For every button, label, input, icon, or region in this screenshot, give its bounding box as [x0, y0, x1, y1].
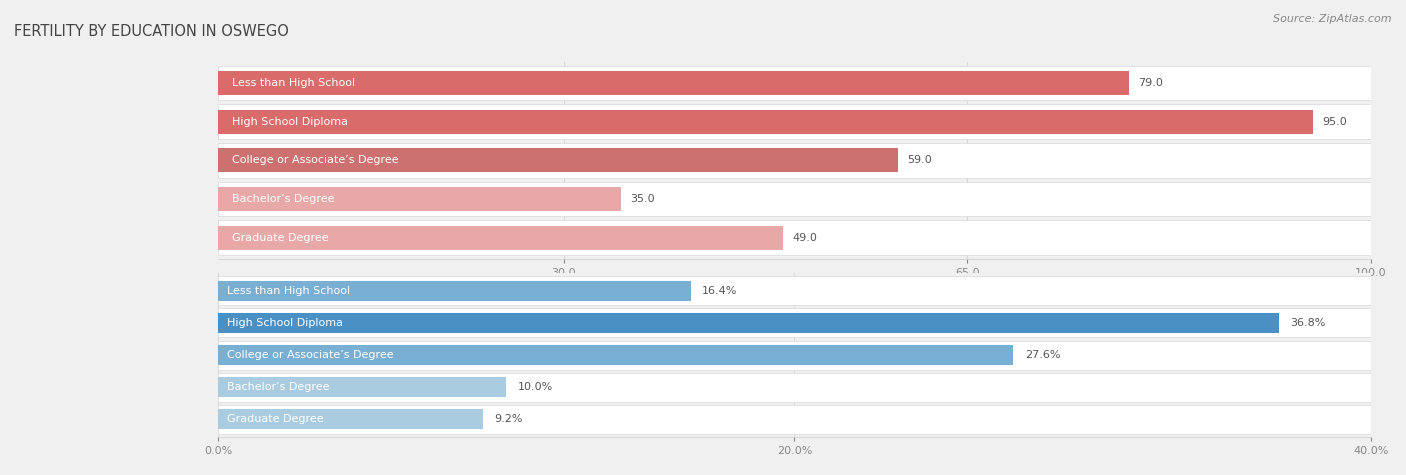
Text: 16.4%: 16.4%: [702, 286, 738, 296]
Text: 95.0: 95.0: [1323, 117, 1347, 127]
Bar: [218, 226, 783, 249]
Bar: [218, 110, 1313, 133]
Text: Less than High School: Less than High School: [232, 78, 354, 88]
Text: 27.6%: 27.6%: [1025, 350, 1060, 360]
Bar: [218, 345, 1014, 365]
Text: 10.0%: 10.0%: [517, 382, 553, 392]
Bar: [218, 181, 1371, 216]
Text: FERTILITY BY EDUCATION IN OSWEGO: FERTILITY BY EDUCATION IN OSWEGO: [14, 24, 290, 39]
Text: Graduate Degree: Graduate Degree: [232, 233, 329, 243]
Text: Less than High School: Less than High School: [226, 286, 350, 296]
Text: 79.0: 79.0: [1137, 78, 1163, 88]
Bar: [218, 281, 690, 301]
Text: 35.0: 35.0: [631, 194, 655, 204]
Bar: [218, 187, 621, 211]
Bar: [218, 373, 1371, 402]
Text: High School Diploma: High School Diploma: [226, 318, 343, 328]
Text: 59.0: 59.0: [907, 155, 932, 165]
Text: 49.0: 49.0: [792, 233, 817, 243]
Bar: [218, 71, 1129, 95]
Bar: [218, 308, 1371, 337]
Text: College or Associate’s Degree: College or Associate’s Degree: [232, 155, 398, 165]
Bar: [218, 405, 1371, 434]
Bar: [218, 66, 1371, 100]
Bar: [218, 143, 1371, 178]
Bar: [218, 276, 1371, 305]
Bar: [218, 313, 1278, 333]
Bar: [218, 220, 1371, 255]
Text: Bachelor’s Degree: Bachelor’s Degree: [226, 382, 329, 392]
Bar: [218, 104, 1371, 139]
Text: High School Diploma: High School Diploma: [232, 117, 347, 127]
Text: College or Associate’s Degree: College or Associate’s Degree: [226, 350, 394, 360]
Text: Source: ZipAtlas.com: Source: ZipAtlas.com: [1274, 14, 1392, 24]
Bar: [218, 377, 506, 397]
Text: 36.8%: 36.8%: [1291, 318, 1326, 328]
Text: 9.2%: 9.2%: [495, 414, 523, 424]
Bar: [218, 148, 898, 172]
Bar: [218, 341, 1371, 370]
Bar: [218, 409, 484, 429]
Text: Bachelor’s Degree: Bachelor’s Degree: [232, 194, 335, 204]
Text: Graduate Degree: Graduate Degree: [226, 414, 323, 424]
